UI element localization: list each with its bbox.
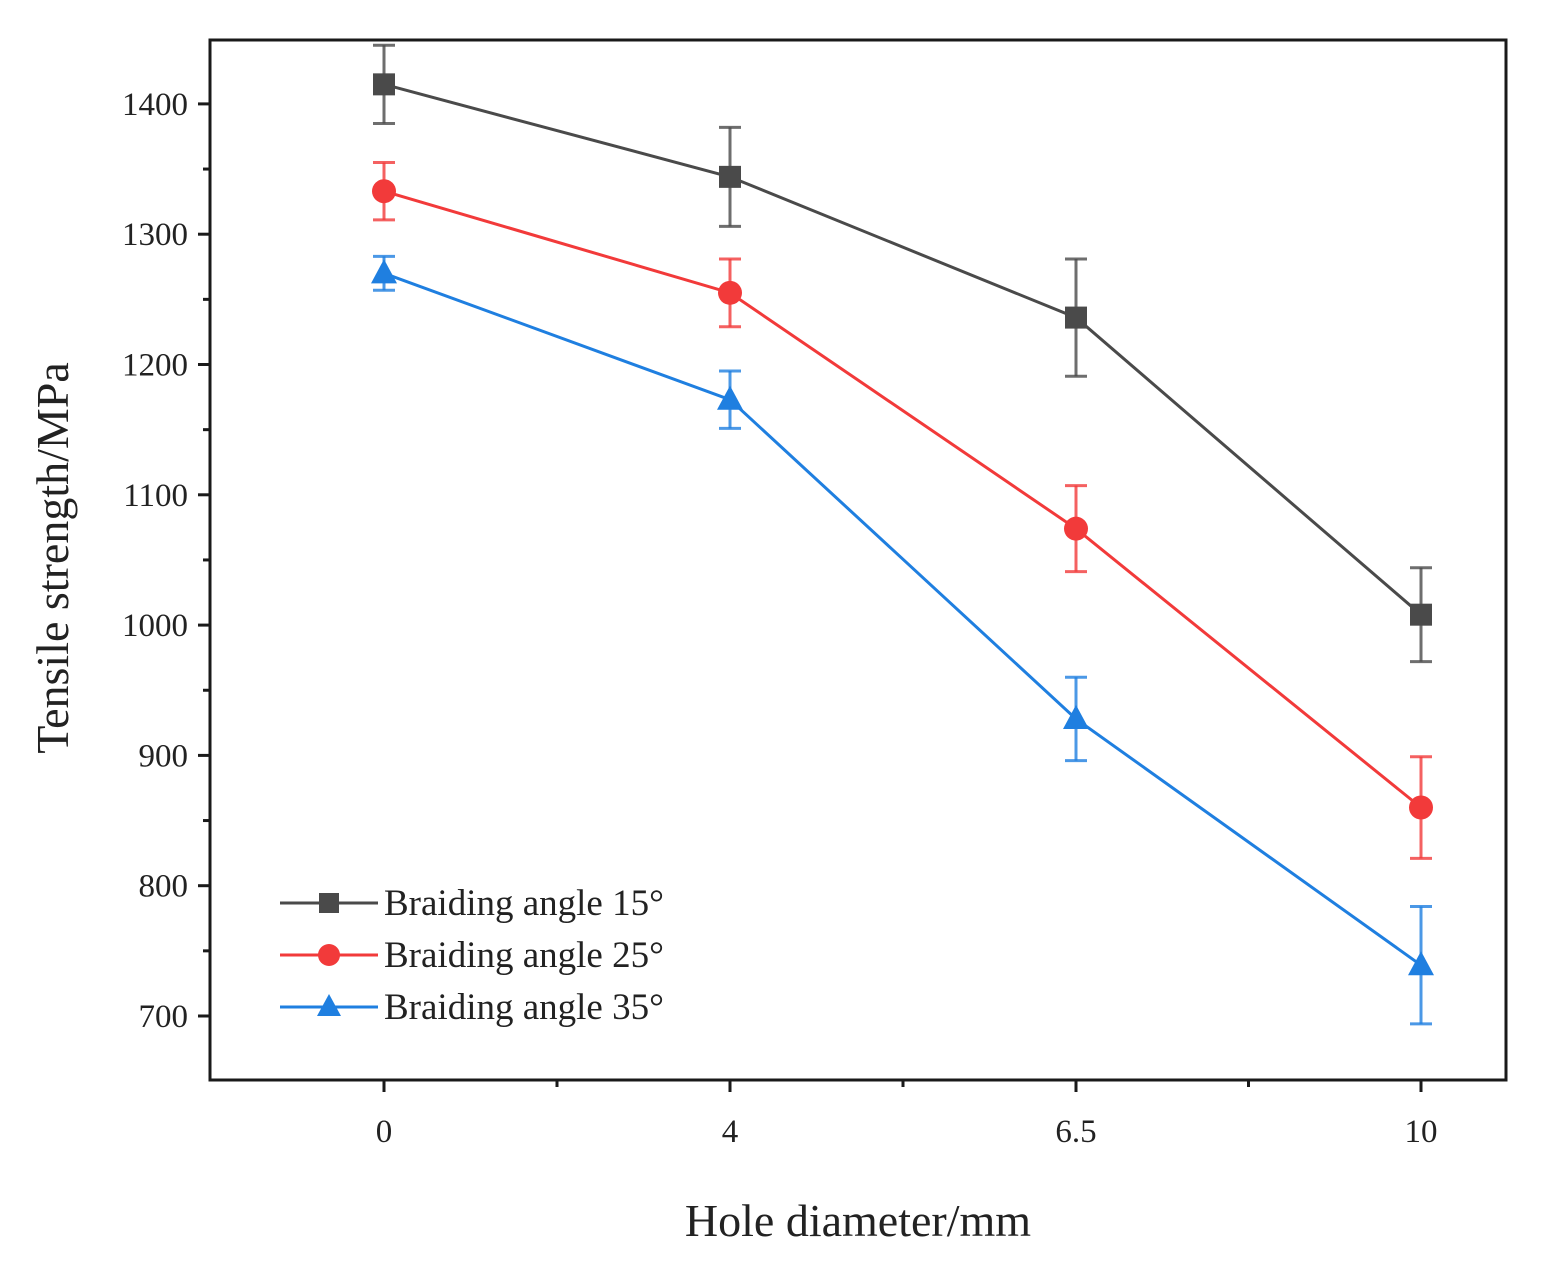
legend-marker [317, 994, 341, 1016]
series-1 [373, 43, 1432, 664]
y-tick-label: 800 [139, 869, 189, 905]
series-3 [371, 254, 1434, 1026]
data-point [1410, 603, 1432, 626]
y-tick-label: 900 [139, 738, 189, 774]
series-line [383, 189, 1422, 809]
legend-entry: Braiding angle 25° [280, 935, 664, 976]
y-axis-title: Tensile strength/MPa [27, 362, 78, 754]
x-tick-label: 4 [722, 1114, 739, 1150]
legend-label: Braiding angle 25° [384, 935, 664, 976]
x-tick-label: 0 [376, 1114, 393, 1150]
x-tick-label: 10 [1405, 1114, 1438, 1150]
y-tick-label: 1100 [123, 478, 188, 514]
data-point [1408, 951, 1434, 976]
data-point [371, 259, 397, 284]
series-2 [372, 161, 1433, 860]
legend-entry: Braiding angle 15° [280, 883, 664, 924]
data-point [717, 385, 743, 410]
data-point [1065, 306, 1087, 329]
y-tick-label: 1000 [122, 608, 188, 644]
data-point [719, 165, 741, 188]
y-tick-label: 700 [139, 999, 189, 1035]
y-tick-label: 1300 [122, 217, 188, 253]
x-axis: 0 4 6.5 10 [376, 1080, 1438, 1150]
x-tick-label: 6.5 [1055, 1114, 1096, 1150]
data-point [373, 73, 395, 96]
data-point [1063, 704, 1089, 730]
legend-marker [319, 893, 339, 913]
legend-label: Braiding angle 35° [384, 987, 664, 1028]
legend-entry: Braiding angle 35° [280, 987, 664, 1028]
legend-label: Braiding angle 15° [384, 883, 664, 924]
data-point [1409, 795, 1433, 820]
data-point [718, 280, 742, 305]
series-line [383, 271, 1422, 967]
y-axis: 700 800 900 1000 1100 1200 1300 1400 [122, 87, 210, 1035]
y-tick-label: 1200 [122, 348, 188, 384]
data-point [372, 179, 396, 204]
legend: Braiding angle 15° Braiding angle 25° Brai… [280, 883, 664, 1028]
x-axis-title: Hole diameter/mm [685, 1195, 1031, 1246]
data-point [1064, 516, 1088, 541]
y-tick-label: 1400 [122, 87, 188, 123]
series-layer [371, 43, 1434, 1026]
series-line [383, 82, 1422, 616]
legend-marker [318, 944, 340, 966]
